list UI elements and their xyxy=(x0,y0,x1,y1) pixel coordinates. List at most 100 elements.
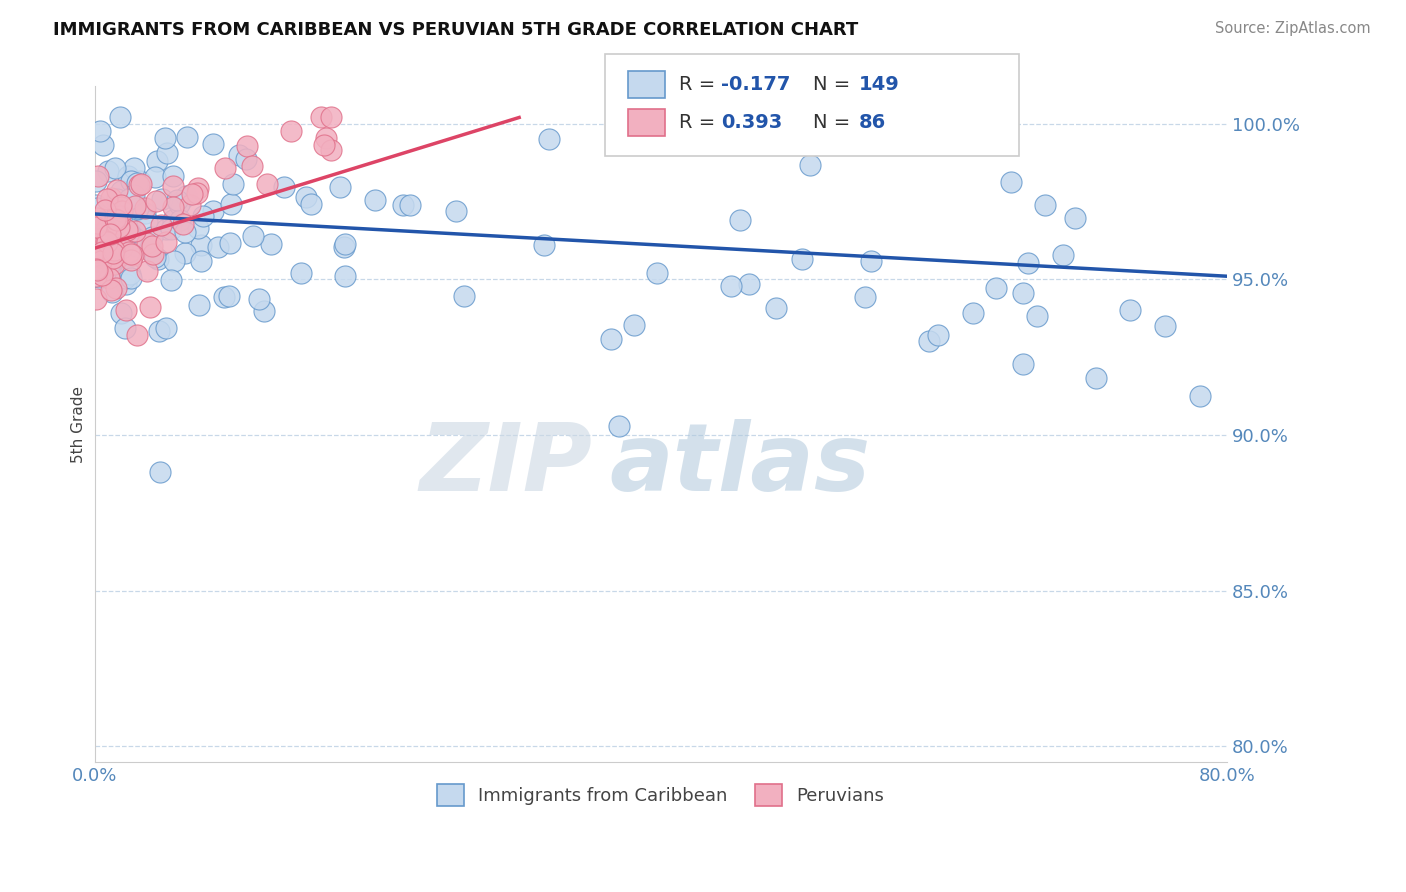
Point xyxy=(155,235,177,249)
Point xyxy=(125,238,148,252)
Point xyxy=(214,161,236,175)
Point xyxy=(101,246,124,260)
Point xyxy=(145,194,167,208)
Point xyxy=(169,195,191,210)
Point xyxy=(860,253,883,268)
Point xyxy=(160,273,183,287)
Point xyxy=(91,205,114,219)
Point xyxy=(100,191,122,205)
Point xyxy=(84,293,107,307)
Point xyxy=(98,225,121,239)
Point xyxy=(120,173,142,187)
Point xyxy=(96,192,118,206)
Point xyxy=(600,332,623,346)
Point xyxy=(162,169,184,183)
Point xyxy=(115,277,138,292)
Point xyxy=(134,206,156,220)
Point xyxy=(120,252,142,267)
Point xyxy=(765,301,787,315)
Point xyxy=(118,245,141,260)
Point xyxy=(253,304,276,318)
Point xyxy=(114,320,136,334)
Point xyxy=(201,136,224,151)
Point xyxy=(86,262,108,277)
Point xyxy=(962,306,984,320)
Point xyxy=(738,277,761,291)
Text: atlas: atlas xyxy=(610,418,870,510)
Point xyxy=(160,221,183,235)
Point xyxy=(104,240,127,254)
Point xyxy=(1011,358,1033,372)
Point xyxy=(91,268,114,283)
Point xyxy=(110,198,132,212)
Point xyxy=(91,244,114,259)
Point xyxy=(162,213,184,227)
Point xyxy=(101,285,124,299)
Point xyxy=(212,290,235,304)
Point xyxy=(290,266,312,280)
Point xyxy=(96,235,118,249)
Point xyxy=(110,201,132,215)
Point xyxy=(124,199,146,213)
Point xyxy=(86,216,108,230)
Point xyxy=(163,254,186,268)
Point xyxy=(124,224,146,238)
Point xyxy=(86,223,108,237)
Point xyxy=(623,318,645,332)
Point xyxy=(187,298,209,312)
Text: 149: 149 xyxy=(859,75,900,95)
Point xyxy=(103,252,125,267)
Point xyxy=(101,218,124,232)
Point xyxy=(117,205,139,219)
Point xyxy=(148,325,170,339)
Text: 86: 86 xyxy=(859,112,886,132)
Point xyxy=(319,143,342,157)
Point xyxy=(153,131,176,145)
Point xyxy=(728,212,751,227)
Point xyxy=(190,253,212,268)
Point xyxy=(104,247,127,261)
Point xyxy=(176,130,198,145)
Point xyxy=(114,302,136,317)
Point xyxy=(93,216,115,230)
Text: -0.177: -0.177 xyxy=(721,75,790,95)
Point xyxy=(201,204,224,219)
Point xyxy=(173,246,195,260)
Point xyxy=(187,181,209,195)
Point xyxy=(1017,256,1039,270)
Point xyxy=(111,208,134,222)
Point xyxy=(91,244,114,258)
Legend: Immigrants from Caribbean, Peruvians: Immigrants from Caribbean, Peruvians xyxy=(430,777,891,814)
Point xyxy=(101,211,124,225)
Point xyxy=(228,147,250,161)
Point xyxy=(219,197,242,211)
Y-axis label: 5th Grade: 5th Grade xyxy=(72,385,86,463)
Text: ZIP: ZIP xyxy=(420,418,593,510)
Point xyxy=(90,253,112,268)
Point xyxy=(100,244,122,258)
Point xyxy=(87,206,110,220)
Point xyxy=(1119,302,1142,317)
Text: R =: R = xyxy=(679,75,721,95)
Point xyxy=(118,226,141,240)
Point xyxy=(122,187,145,202)
Point xyxy=(87,270,110,285)
Point xyxy=(84,174,107,188)
Point xyxy=(136,264,159,278)
Point xyxy=(321,111,343,125)
Point xyxy=(364,193,387,207)
Point xyxy=(169,213,191,227)
Point xyxy=(139,300,162,314)
Point xyxy=(108,207,131,221)
Point xyxy=(111,203,134,218)
Point xyxy=(104,201,127,215)
Point xyxy=(148,252,170,266)
Point xyxy=(329,180,352,194)
Point xyxy=(149,465,172,479)
Point xyxy=(125,239,148,253)
Point xyxy=(94,266,117,280)
Point xyxy=(180,187,202,202)
Point xyxy=(89,124,111,138)
Point xyxy=(174,188,197,202)
Point xyxy=(1000,176,1022,190)
